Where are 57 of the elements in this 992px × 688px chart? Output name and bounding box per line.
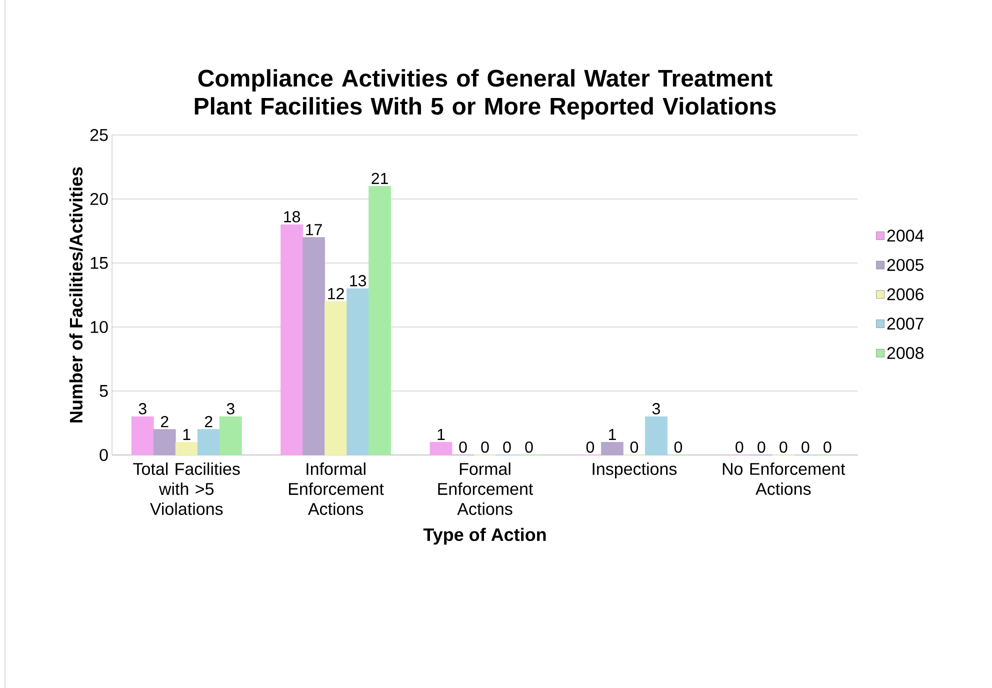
bar (197, 429, 220, 456)
data-label: 0 (586, 441, 594, 453)
data-label: 0 (674, 441, 682, 453)
x-tick-label: Inspections (592, 462, 677, 478)
y-axis-title: Number of Facilities/Activities (69, 167, 83, 422)
chart-title: Compliance Activities of General Water Treatment Plant Facilities With 5 or More Reported Violations (194, 69, 776, 120)
bar (645, 416, 668, 456)
data-label: 3 (226, 403, 234, 414)
bar (280, 224, 304, 456)
x-tick-label: No Enforcement Actions (722, 462, 846, 495)
data-label: 21 (372, 172, 388, 184)
x-tick-label: Formal Enforcement Actions (438, 462, 534, 515)
y-tick-label: 20 (90, 192, 108, 206)
bar (153, 429, 176, 456)
data-label: 0 (758, 441, 766, 453)
data-label: 0 (780, 441, 788, 453)
data-label: 1 (183, 428, 190, 440)
data-label: 0 (459, 441, 467, 453)
data-label: 1 (438, 428, 445, 440)
data-label: 0 (824, 441, 832, 453)
data-label: 12 (328, 288, 344, 300)
bar (368, 186, 392, 456)
y-tick-label: 15 (90, 257, 108, 269)
legend-label: 2006 (887, 288, 924, 300)
bar (346, 288, 370, 456)
data-label: 3 (138, 403, 146, 414)
x-tick-label: Total Facilities with >5 Violations (133, 462, 240, 515)
legend-label: 2007 (887, 318, 924, 330)
legend-label: 2005 (887, 258, 924, 271)
data-label: 13 (350, 275, 366, 286)
data-label: 17 (306, 224, 322, 236)
x-tick-label: Informal Enforcement Actions (289, 462, 384, 515)
x-axis-title: Type of Action (423, 528, 546, 545)
bar (219, 416, 242, 456)
data-label: 0 (802, 441, 810, 453)
data-label: 2 (160, 416, 168, 428)
data-label: 0 (503, 441, 511, 453)
y-tick-label: 5 (100, 385, 108, 397)
y-tick-label: 10 (90, 320, 108, 334)
data-label: 0 (630, 441, 638, 453)
data-label: 0 (736, 441, 744, 453)
bar (131, 416, 154, 456)
legend-label: 2004 (887, 230, 924, 242)
data-label: 2 (204, 416, 212, 428)
data-label: 0 (481, 441, 489, 453)
bar (430, 442, 452, 456)
bar (601, 442, 624, 456)
y-tick-label: 25 (90, 128, 108, 142)
y-tick-label: 0 (100, 448, 108, 462)
data-label: 18 (284, 211, 300, 222)
bar (324, 301, 348, 456)
data-label: 0 (525, 441, 533, 453)
bar (302, 237, 326, 456)
bar (175, 442, 198, 456)
legend-label: 2008 (887, 346, 924, 360)
data-label: 1 (608, 428, 616, 440)
data-label: 3 (652, 403, 660, 414)
